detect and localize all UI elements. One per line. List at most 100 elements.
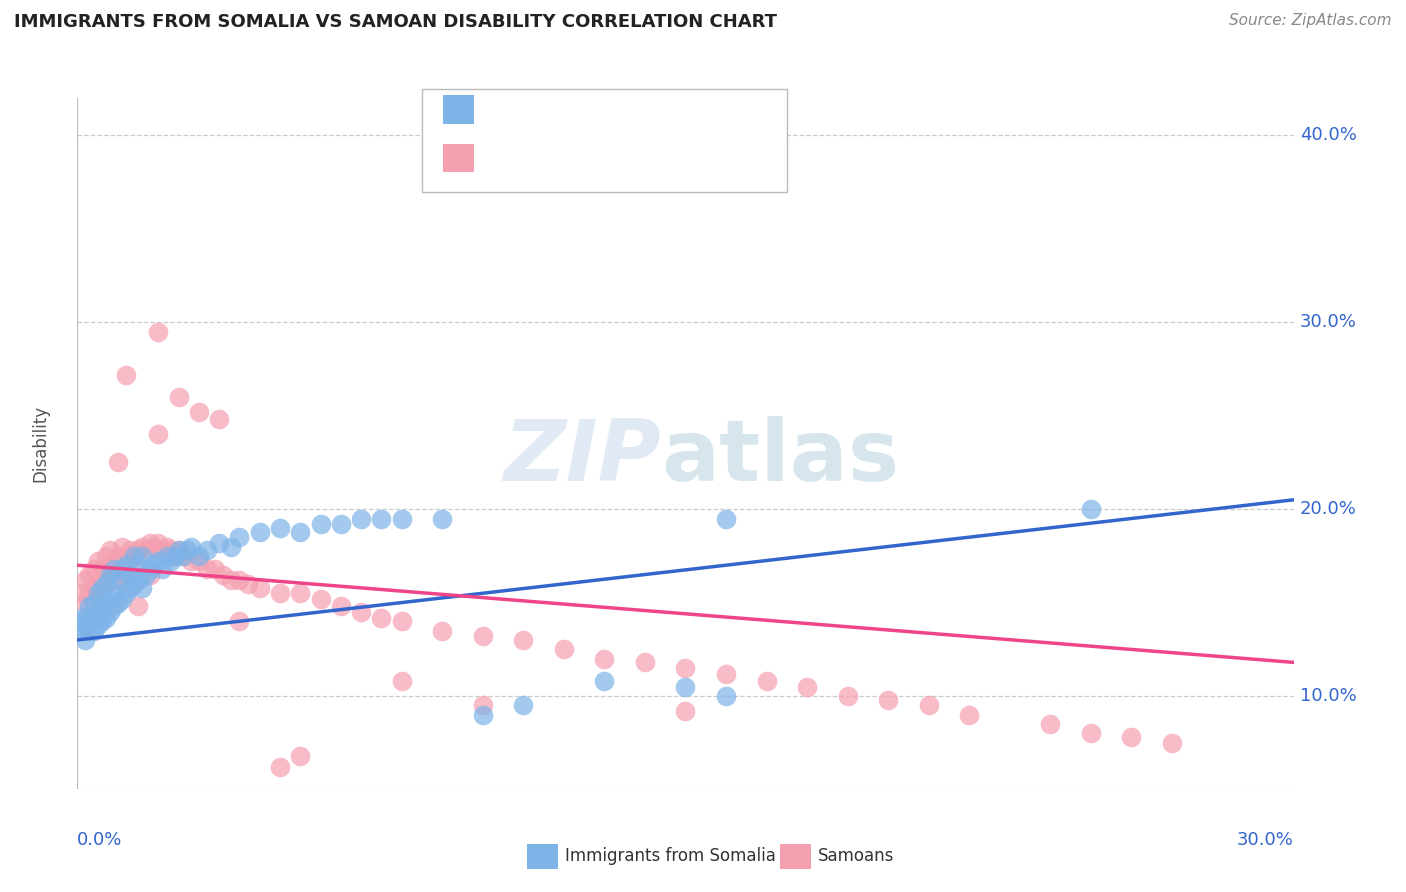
Point [675, 680, 697, 694]
Point [152, 562, 174, 576]
Point [75, 596, 97, 610]
Point [471, 698, 494, 713]
Point [107, 455, 129, 469]
Point [370, 511, 392, 525]
Point [94, 549, 117, 563]
Point [188, 549, 211, 563]
Point [634, 656, 657, 670]
Point [714, 666, 737, 681]
Text: 10.0%: 10.0% [1299, 687, 1357, 705]
Point [471, 707, 494, 722]
Text: Disability: Disability [32, 405, 49, 483]
Point [269, 521, 291, 535]
Point [98, 605, 121, 619]
Point [131, 581, 153, 595]
Point [290, 586, 312, 600]
Point [135, 543, 157, 558]
Point [148, 554, 170, 568]
Point [391, 614, 413, 628]
Point [90, 581, 112, 595]
Point [148, 427, 170, 442]
Point [127, 558, 149, 573]
Point [208, 412, 231, 426]
Point [143, 558, 166, 573]
Point [111, 591, 134, 606]
Point [115, 549, 138, 563]
Point [86, 618, 108, 632]
Text: IMMIGRANTS FROM SOMALIA VS SAMOAN DISABILITY CORRELATION CHART: IMMIGRANTS FROM SOMALIA VS SAMOAN DISABI… [14, 13, 778, 31]
Point [204, 562, 226, 576]
Point [180, 554, 202, 568]
Point [98, 567, 121, 582]
Text: R =  0.475: R = 0.475 [485, 101, 574, 119]
Point [877, 692, 900, 706]
Point [115, 368, 138, 382]
Point [118, 543, 141, 558]
Text: atlas: atlas [661, 416, 900, 500]
Point [675, 661, 697, 675]
Point [79, 586, 101, 600]
Point [269, 760, 291, 774]
Point [1039, 717, 1062, 731]
Point [90, 614, 112, 628]
Point [83, 596, 105, 610]
Point [309, 591, 332, 606]
Point [86, 554, 108, 568]
Point [159, 554, 181, 568]
Point [329, 517, 352, 532]
Point [269, 586, 291, 600]
Point [118, 562, 141, 576]
Point [86, 605, 108, 619]
Point [1161, 736, 1184, 750]
Point [79, 567, 101, 582]
Point [111, 567, 134, 582]
Point [122, 549, 145, 563]
Point [131, 549, 153, 563]
Point [1121, 730, 1143, 744]
Text: 20.0%: 20.0% [1299, 500, 1357, 518]
Point [290, 524, 312, 539]
Point [329, 599, 352, 614]
Text: 30.0%: 30.0% [1299, 313, 1357, 331]
Point [118, 581, 141, 595]
Point [593, 674, 616, 689]
Point [107, 573, 129, 587]
Point [249, 581, 271, 595]
Point [148, 536, 170, 550]
Point [94, 610, 117, 624]
Point [98, 591, 121, 606]
Point [83, 614, 105, 628]
Point [86, 586, 108, 600]
Point [75, 573, 97, 587]
Point [180, 540, 202, 554]
Point [918, 698, 941, 713]
Point [309, 517, 332, 532]
Point [103, 599, 125, 614]
Point [103, 586, 125, 600]
Point [70, 586, 93, 600]
Point [159, 543, 181, 558]
Point [83, 581, 105, 595]
Point [152, 543, 174, 558]
Point [131, 540, 153, 554]
Point [212, 567, 235, 582]
Point [139, 567, 162, 582]
Point [79, 599, 101, 614]
Point [290, 748, 312, 763]
Point [75, 618, 97, 632]
Point [94, 596, 117, 610]
Point [155, 540, 177, 554]
Point [75, 632, 97, 647]
Text: R = -0.162: R = -0.162 [485, 149, 575, 167]
Point [370, 610, 392, 624]
Point [163, 549, 186, 563]
Point [127, 543, 149, 558]
Point [221, 573, 243, 587]
Point [163, 549, 186, 563]
Text: N = 87: N = 87 [661, 149, 718, 167]
Point [172, 549, 194, 563]
Point [176, 543, 198, 558]
Point [98, 567, 121, 582]
Point [139, 536, 162, 550]
Point [796, 680, 818, 694]
